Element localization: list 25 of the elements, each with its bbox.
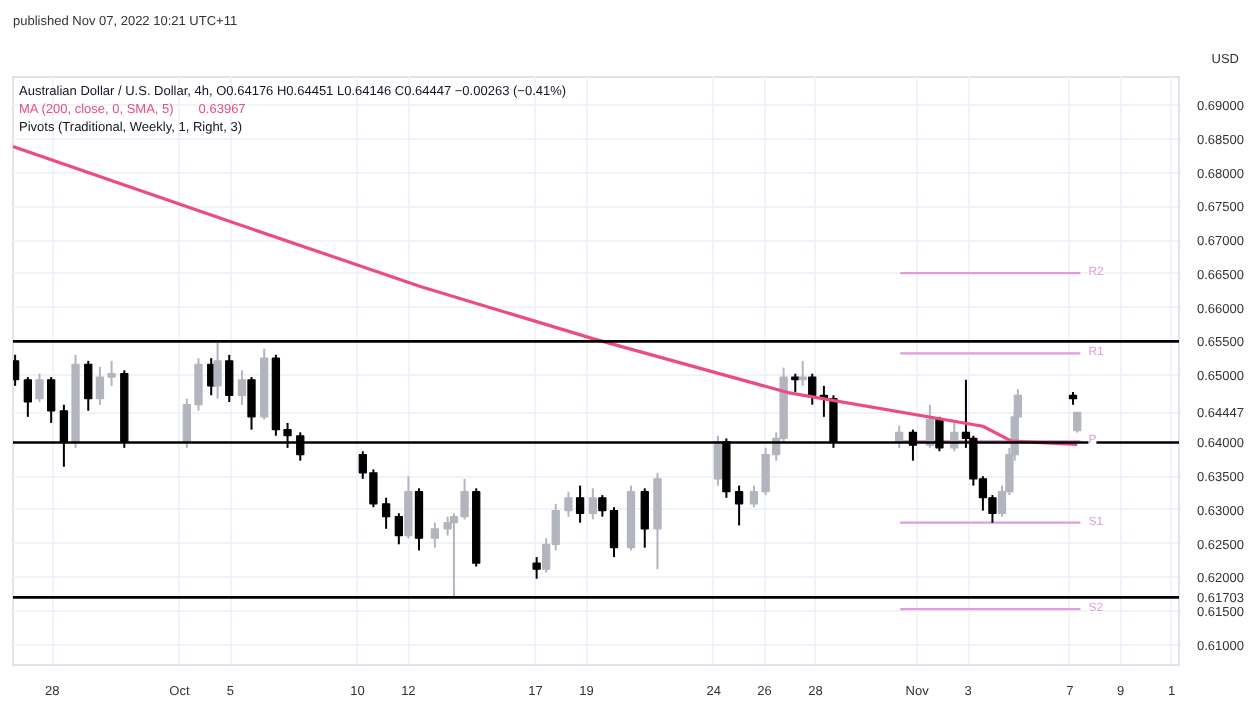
candlestick (791, 372, 800, 393)
candlestick (640, 487, 649, 549)
candlestick (808, 372, 817, 406)
candlestick (798, 359, 807, 387)
candlestick (575, 484, 585, 524)
candlestick (588, 487, 597, 521)
candlestick (564, 490, 573, 518)
candlestick (381, 496, 391, 530)
candlestick (713, 434, 723, 487)
candlestick (532, 556, 541, 580)
candlestick (247, 376, 256, 431)
candlestick (213, 341, 222, 400)
candlestick (237, 369, 247, 406)
candlestick (23, 376, 32, 418)
candlestick (414, 487, 424, 552)
candlestick (404, 475, 413, 540)
candlestick (47, 376, 56, 424)
candlestick (225, 353, 234, 404)
candlestick (13, 353, 20, 387)
candlestick (394, 512, 403, 546)
candlestick (734, 484, 744, 527)
candlestick (84, 359, 93, 412)
candlestick (1073, 411, 1082, 434)
candlestick (35, 372, 44, 404)
candlestick (430, 521, 440, 549)
